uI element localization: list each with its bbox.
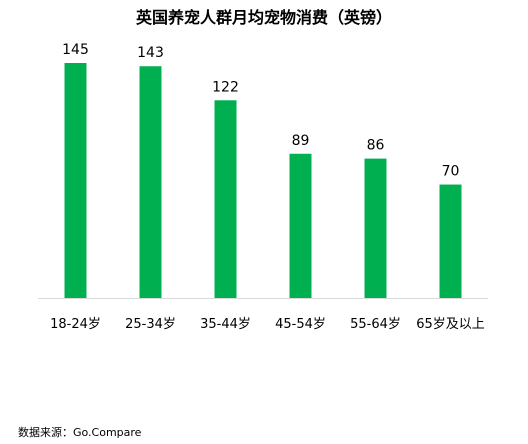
category-label-6: 65岁及以上 <box>416 317 485 332</box>
value-label-1: 145 <box>62 42 89 58</box>
bar-5 <box>364 158 387 298</box>
category-label-1: 18-24岁 <box>50 317 101 332</box>
chart-title: 英国养宠人群月均宠物消费（英镑） <box>135 8 392 27</box>
bar-4 <box>289 153 312 298</box>
category-label-4: 45-54岁 <box>275 317 326 332</box>
value-label-4: 89 <box>292 133 310 149</box>
category-labels-group: 18-24岁 25-34岁 35-44岁 45-54岁 55-64岁 65岁及以上 <box>50 317 485 332</box>
value-label-2: 143 <box>137 45 164 61</box>
value-label-3: 122 <box>212 79 239 95</box>
category-label-3: 35-44岁 <box>200 317 251 332</box>
source-note: 数据来源：Go.Compare <box>18 426 142 439</box>
bars-group <box>64 63 462 298</box>
category-label-5: 55-64岁 <box>350 317 401 332</box>
value-label-5: 86 <box>367 138 385 154</box>
bar-1 <box>64 63 87 298</box>
category-label-2: 25-34岁 <box>125 317 176 332</box>
bar-2 <box>139 66 162 298</box>
value-label-6: 70 <box>442 164 460 180</box>
value-labels-group: 145 143 122 89 86 70 <box>62 42 459 180</box>
bar-3 <box>214 100 237 298</box>
bar-6 <box>439 184 462 298</box>
